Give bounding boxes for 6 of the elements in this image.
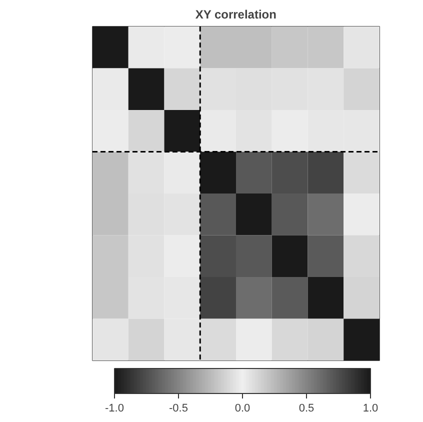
color-bar-label: -1.0: [105, 402, 124, 414]
chart-title: XY correlation: [195, 8, 276, 22]
color-bar-label: 0.0: [234, 402, 250, 414]
color-bar-label: 1.0: [362, 402, 378, 414]
color-bar-label: 0.5: [298, 402, 314, 414]
color-bar-label: -0.5: [169, 402, 188, 414]
